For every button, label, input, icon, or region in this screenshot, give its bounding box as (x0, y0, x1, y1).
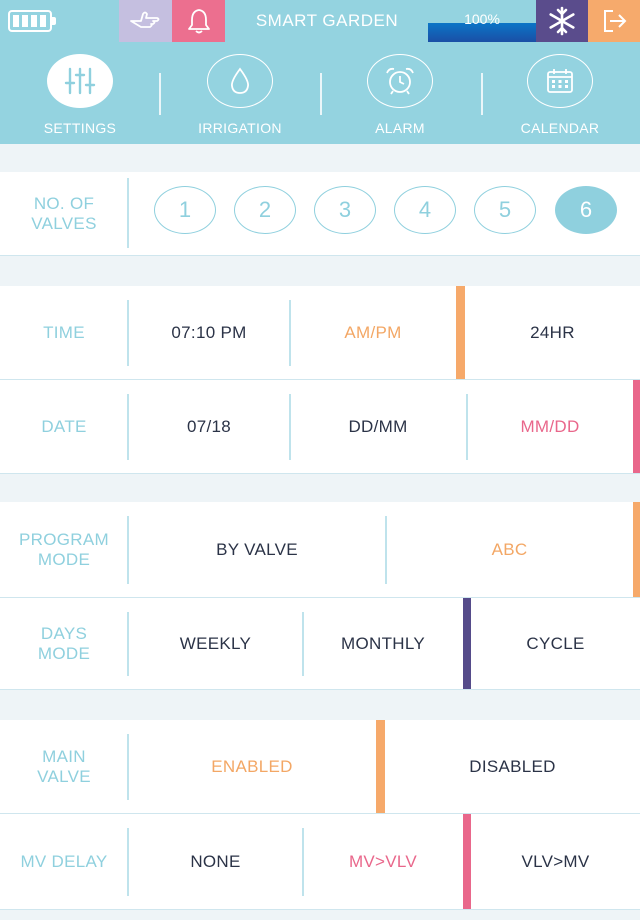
date-row: DATE 07/18 DD/MM MM/DD (0, 380, 640, 474)
bell-button[interactable] (172, 0, 225, 42)
time-value[interactable]: 07:10 PM (171, 322, 247, 342)
time-ampm-option[interactable]: AM/PM (344, 322, 402, 342)
app-title: SMART GARDEN (255, 11, 399, 30)
valve-option-6[interactable]: 6 (555, 186, 617, 234)
hand-icon (129, 11, 159, 28)
row-separator (127, 300, 129, 366)
row-separator (466, 394, 468, 460)
valve-option-4[interactable]: 4 (394, 186, 456, 234)
row-separator (302, 612, 304, 676)
days-monthly-option[interactable]: MONTHLY (341, 633, 425, 653)
main-valve-label: MAIN VALVE (37, 746, 91, 786)
date-label: DATE (41, 416, 87, 436)
nav-calendar-circle (527, 54, 593, 108)
water-drop-icon (231, 67, 249, 94)
row-separator (302, 828, 304, 896)
time-24hr-option[interactable]: 24HR (530, 322, 575, 342)
days-mode-label: DAYS MODE (37, 623, 91, 663)
program-mode-row: PROGRAM MODE BY VALVE ABC (0, 502, 640, 598)
water-level-percent: 100% (464, 11, 500, 27)
date-ddmm-option[interactable]: DD/MM (348, 416, 408, 436)
exit-icon (604, 10, 627, 32)
nav-settings-label: SETTINGS (43, 120, 117, 136)
mv-delay-label: MV DELAY (20, 851, 108, 871)
date-mmdd-option[interactable]: MM/DD (520, 416, 580, 436)
sliders-icon (64, 67, 96, 95)
selected-marker (463, 814, 471, 909)
days-cycle-option[interactable]: CYCLE (526, 633, 585, 653)
main-valve-enabled-option[interactable]: ENABLED (211, 756, 293, 776)
nav-alarm-circle (367, 54, 433, 108)
selected-marker (633, 502, 640, 597)
row-separator (127, 178, 129, 248)
row-separator (127, 612, 129, 676)
row-separator (385, 516, 387, 584)
nav-divider (159, 73, 161, 115)
snowflake-icon (549, 6, 575, 36)
valve-option-1[interactable]: 1 (154, 186, 216, 234)
mv-delay-row: MV DELAY NONE MV>VLV VLV>MV (0, 814, 640, 910)
nav-alarm[interactable]: ALARM (320, 42, 480, 144)
valve-option-3[interactable]: 3 (314, 186, 376, 234)
program-mode-label: PROGRAM MODE (19, 529, 109, 569)
water-level-indicator: 100% (428, 0, 536, 42)
water-level-bar (428, 23, 536, 42)
bell-icon (187, 9, 210, 34)
alarm-clock-icon (386, 67, 414, 95)
nav-calendar[interactable]: CALENDAR (480, 42, 640, 144)
program-by-valve-option[interactable]: BY VALVE (216, 539, 298, 559)
nav-settings[interactable]: SETTINGS (0, 42, 160, 144)
exit-button[interactable] (588, 0, 640, 42)
nav-divider (481, 73, 483, 115)
nav-irrigation-label: IRRIGATION (198, 120, 282, 136)
days-weekly-option[interactable]: WEEKLY (179, 633, 252, 653)
valves-label: NO. OF VALVES (31, 193, 97, 233)
mv-delay-mv-vlv-option[interactable]: MV>VLV (348, 851, 418, 871)
main-valve-disabled-option[interactable]: DISABLED (469, 756, 556, 776)
selected-marker (376, 720, 385, 813)
time-row: TIME 07:10 PM AM/PM 24HR (0, 286, 640, 380)
row-separator (127, 828, 129, 896)
selected-marker (456, 286, 465, 379)
row-separator (289, 300, 291, 366)
selected-marker (463, 598, 471, 689)
main-nav: SETTINGS IRRIGATION ALARM (0, 42, 640, 144)
valve-option-2[interactable]: 2 (234, 186, 296, 234)
top-bar: SMART GARDEN 100% (0, 0, 640, 42)
nav-irrigation-circle (207, 54, 273, 108)
snowflake-button[interactable] (536, 0, 588, 42)
nav-alarm-label: ALARM (375, 120, 425, 136)
calendar-icon (547, 69, 573, 93)
days-mode-row: DAYS MODE WEEKLY MONTHLY CYCLE (0, 598, 640, 690)
program-abc-option[interactable]: ABC (491, 539, 528, 559)
time-label: TIME (43, 322, 85, 342)
main-valve-row: MAIN VALVE ENABLED DISABLED (0, 720, 640, 814)
valve-option-5[interactable]: 5 (474, 186, 536, 234)
nav-settings-circle (47, 54, 113, 108)
row-separator (127, 516, 129, 584)
hand-button[interactable] (119, 0, 172, 42)
nav-divider (320, 73, 322, 115)
row-separator (127, 394, 129, 460)
row-separator (289, 394, 291, 460)
nav-calendar-label: CALENDAR (520, 120, 600, 136)
row-separator (127, 734, 129, 800)
date-value[interactable]: 07/18 (186, 416, 232, 436)
valves-row: NO. OF VALVES 1 2 3 4 5 6 (0, 172, 640, 256)
battery-icon (8, 10, 56, 32)
selected-marker (633, 380, 640, 473)
nav-irrigation[interactable]: IRRIGATION (160, 42, 320, 144)
mv-delay-vlv-mv-option[interactable]: VLV>MV (521, 851, 590, 871)
mv-delay-none-option[interactable]: NONE (190, 851, 241, 871)
